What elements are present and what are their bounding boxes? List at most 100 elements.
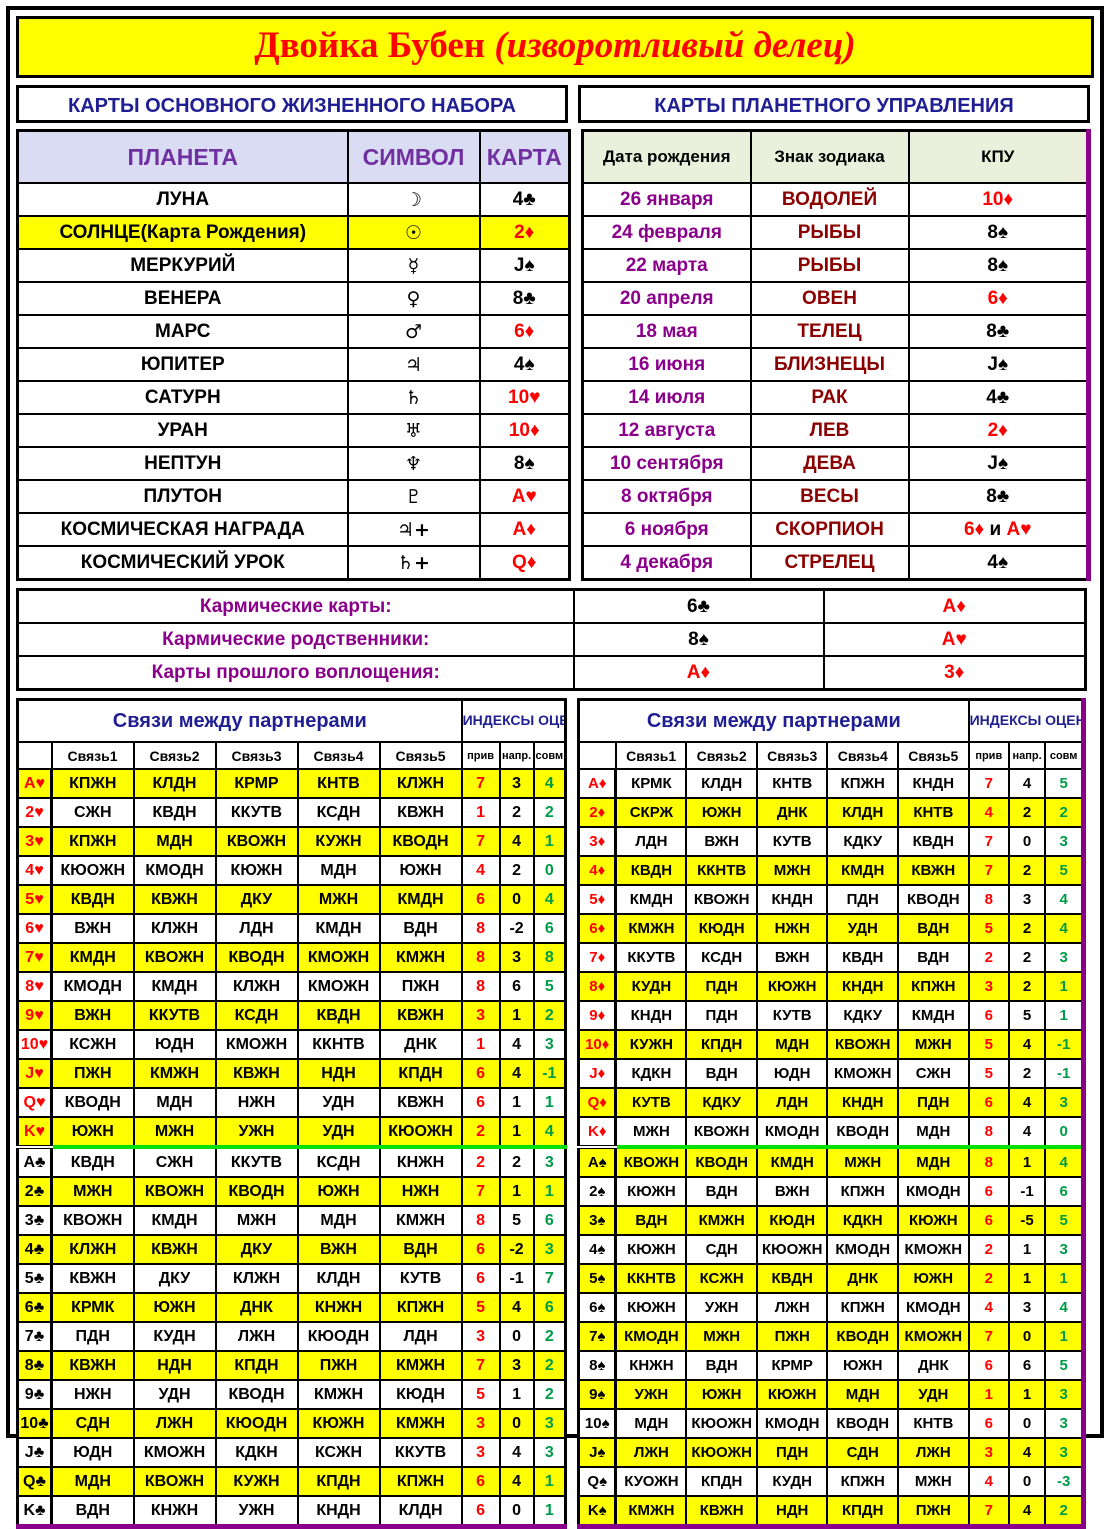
link-cell: ДНК [897, 1350, 970, 1381]
card-value: 6♣ [686, 595, 711, 617]
link-cell: КМДН [296, 913, 381, 944]
card-value: A♦ [512, 518, 536, 540]
link-cell: ЛДН [614, 826, 688, 857]
link-cell: КМОДН [50, 971, 135, 1002]
partner-card-label: J♣ [16, 1437, 53, 1468]
link-cell: КВОДН [214, 1176, 299, 1207]
link-cell: СДН [685, 1234, 758, 1265]
link-cell: КПЖН [826, 1466, 899, 1497]
partner-card-label: 5♣ [16, 1263, 53, 1294]
relations-row: 9♦ КНДН ПДН КУТВ КДКУ КМДН 6 5 1 [577, 1000, 1085, 1031]
planet-card-cell: 4♣ [478, 182, 571, 217]
relations-row: Q♦ КУТВ КДКУ ЛДН КНДН ПДН 6 4 3 [577, 1087, 1085, 1118]
index-napr-cell: -2 [498, 913, 535, 944]
link-cell: ДНК [214, 1292, 299, 1323]
index-napr-cell: 0 [1007, 1408, 1047, 1439]
link-cell: КМОЖН [296, 971, 381, 1002]
link-cell: КВЖН [378, 1000, 463, 1031]
index-sovm-cell: 3 [1044, 826, 1085, 857]
index-napr-cell: 2 [1007, 971, 1047, 1002]
partner-card-label: 8♠ [577, 1350, 618, 1381]
planet-symbol-cell: ☿ [346, 248, 481, 283]
planet-name-cell: ВЕНЕРА [16, 281, 349, 316]
index-napr-cell: 2 [1007, 942, 1047, 973]
link-cell: КЮЖН [897, 1205, 970, 1236]
partner-card-label: 10♦ [577, 1029, 618, 1060]
partner-card-label: 10♠ [577, 1408, 618, 1439]
index-priv-cell: 6 [967, 1350, 1010, 1381]
partner-card-label: 2♠ [577, 1176, 618, 1207]
relations-row: 7♥ КМДН КВОЖН КВОДН КМОЖН КМЖН 8 3 8 [16, 942, 567, 973]
relations-body-right: A♦ КРМК КЛДН КНТВ КПЖН КНДН 7 4 5 2♦ СКРЖ ЮЖН ДНК КЛД… [577, 768, 1085, 1528]
link-cell: ЛДН [755, 1087, 829, 1118]
relations-row: 3♣ КВОЖН КМДН МЖН МДН КМЖН 8 5 6 [16, 1205, 567, 1236]
partner-card-label: 6♦ [577, 913, 618, 944]
index-sovm-cell: 0 [532, 855, 567, 886]
link-cell: КПЖН [826, 768, 899, 799]
planet-name-cell: САТУРН [16, 380, 349, 415]
link-cell: КВДН [614, 855, 688, 886]
link-col-header-5: Связь5 [897, 741, 970, 770]
planet-name-cell: ПЛУТОН [16, 479, 349, 514]
partner-card-label: Q♦ [577, 1087, 618, 1118]
link-cell: МДН [897, 1146, 970, 1178]
link-col-header-3: Связь3 [214, 741, 299, 770]
planet-row: МЕРКУРИЙ ☿ J♠ [16, 248, 571, 283]
link-cell: СДН [50, 1408, 135, 1439]
index-sovm-cell: 1 [1044, 1263, 1085, 1294]
partner-card-label: J♦ [577, 1058, 618, 1089]
relations-subheader-row: Связь1 Связь2 Связь3 Связь4 Связь5 прив напр. с… [16, 741, 567, 770]
link-cell: КЮЖН [614, 1234, 688, 1265]
birthdate-cell: 22 марта [581, 248, 752, 283]
index-napr-cell: 4 [1007, 1495, 1047, 1528]
index-sovm-cell: 1 [532, 1466, 567, 1497]
link-cell: ККНТВ [685, 855, 758, 886]
link-cell: КПДН [826, 1495, 899, 1528]
link-cell: КНТВ [755, 768, 829, 799]
link-cell: ВЖН [50, 1000, 135, 1031]
partner-card-label: 8♣ [16, 1350, 53, 1381]
kpu-row: 6 ноября СКОРПИОН 6♦ и A♥ [581, 512, 1090, 547]
link-cell: КЮОДН [214, 1408, 299, 1439]
link-cell: КМЖН [614, 1495, 688, 1528]
index-priv-cell: 3 [460, 1437, 501, 1468]
zodiac-cell: БЛИЗНЕЦЫ [749, 347, 910, 382]
zodiac-cell: ДЕВА [749, 446, 910, 481]
index-priv-cell: 2 [967, 1263, 1010, 1294]
index-priv-cell: 7 [967, 855, 1010, 886]
index-napr-cell: 5 [1007, 1000, 1047, 1031]
index-napr-cell: 2 [1007, 855, 1047, 886]
card-value: 2♦ [514, 221, 535, 243]
karmic-row: Кармические родственники: 8♠ A♥ [16, 622, 1087, 657]
partner-card-label: Q♥ [16, 1087, 53, 1118]
link-col-header-1: Связь1 [50, 741, 135, 770]
kpu-card-cell: 10♦ [907, 182, 1090, 217]
index-sovm-cell: 1 [1044, 1000, 1085, 1031]
page-title-subtitle: (изворотливый делец) [494, 25, 856, 66]
card-value: 2♦ [987, 419, 1008, 441]
index-napr-cell: 4 [1007, 768, 1047, 799]
planet-row: МАРС ♂ 6♦ [16, 314, 571, 349]
card-value: 6♦ [963, 518, 990, 540]
link-cell: КПЖН [826, 1176, 899, 1207]
link-cell: КВЖН [378, 797, 463, 828]
link-cell: ВДН [50, 1495, 135, 1528]
relations-row: A♦ КРМК КЛДН КНТВ КПЖН КНДН 7 4 5 [577, 768, 1085, 799]
index-priv-cell: 7 [967, 768, 1010, 799]
link-cell: КУЖН [296, 826, 381, 857]
relations-row: 7♦ ККУТВ КСДН ВЖН КВДН ВДН 2 2 3 [577, 942, 1085, 973]
index-priv-cell: 8 [967, 884, 1010, 915]
link-cell: НЖН [378, 1176, 463, 1207]
link-cell: НДН [755, 1495, 829, 1528]
link-cell: КВОЖН [132, 1466, 217, 1497]
link-cell: СДН [826, 1437, 899, 1468]
index-priv-cell: 7 [460, 826, 501, 857]
karmic-card-cell-1: 6♣ [572, 588, 825, 624]
relations-row: 5♣ КВЖН ДКУ КЛЖН КЛДН КУТВ 6 -1 7 [16, 1263, 567, 1294]
card-value: 8♠ [987, 221, 1009, 243]
index-priv-cell: 4 [967, 1292, 1010, 1323]
partner-card-label: 9♥ [16, 1000, 53, 1031]
index-napr-cell: 4 [498, 1292, 535, 1323]
planet-card-cell: Q♦ [478, 545, 571, 581]
index-sovm-cell: 3 [1044, 1234, 1085, 1265]
